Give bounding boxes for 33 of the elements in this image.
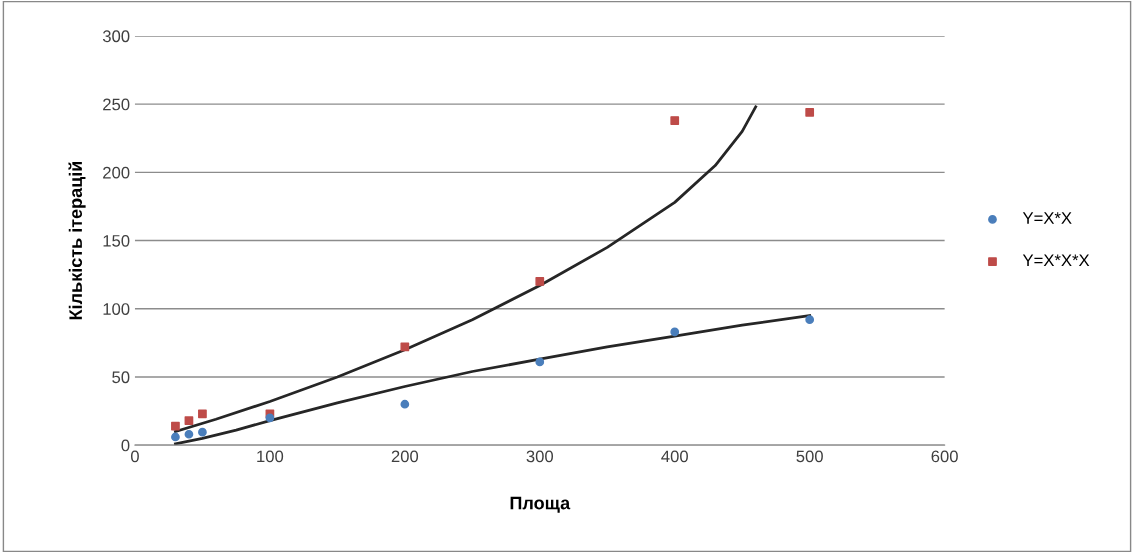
point (184, 429, 194, 439)
point (171, 432, 180, 442)
x-tick-label: 400 (661, 450, 688, 463)
y-tick-label: 50 (112, 371, 130, 384)
point (535, 277, 545, 286)
x-tick-label: 500 (796, 450, 823, 463)
x-axis-title: Площа (510, 496, 571, 513)
y-tick-label: 150 (103, 234, 130, 247)
y-tick-label: 250 (103, 98, 130, 111)
legend-label: Y=X*X*X (1022, 254, 1090, 266)
point (184, 416, 194, 425)
point (670, 116, 680, 125)
y-tick-label: 100 (103, 303, 130, 315)
x-tick-label: 0 (130, 450, 139, 463)
point (400, 342, 410, 352)
point (198, 427, 207, 437)
point (198, 409, 207, 419)
y-axis-title: Кількість ітерацій (68, 161, 86, 320)
x-tick-label: 300 (526, 450, 554, 463)
point (171, 421, 180, 431)
x-tick-label: 600 (931, 450, 958, 463)
point (805, 315, 815, 325)
point (670, 327, 680, 337)
y-tick-label: 200 (103, 166, 130, 179)
x-tick-label: 200 (391, 450, 419, 463)
point (805, 107, 815, 117)
point (535, 357, 545, 367)
x-tick-label: 100 (257, 450, 284, 463)
legend-label: Y=X*X (1022, 212, 1072, 224)
y-tick-label: 300 (102, 30, 130, 43)
point (265, 413, 275, 423)
point (400, 399, 410, 409)
y-tick-label: 0 (121, 439, 130, 452)
